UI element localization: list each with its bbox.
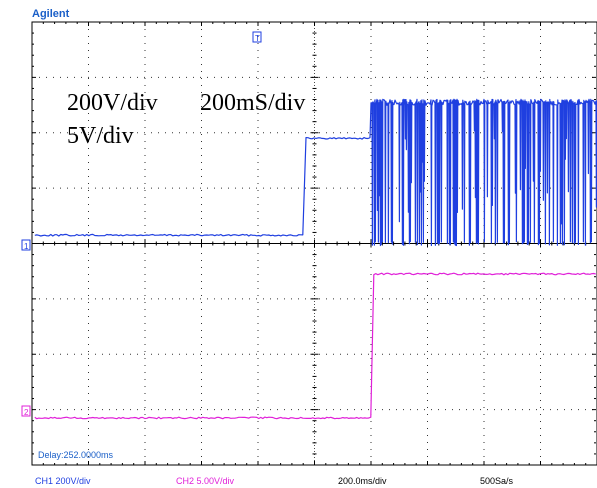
brand-label: Agilent xyxy=(32,8,70,20)
ch1-trace xyxy=(34,98,597,247)
ch2-marker-label: 2 xyxy=(24,408,29,417)
graticule xyxy=(31,21,597,466)
ch1-ground-marker xyxy=(21,239,31,251)
ch1-marker-label: 1 xyxy=(24,242,29,251)
ch1-status: CH1 200V/div xyxy=(35,476,91,486)
trigger-marker-label: T xyxy=(255,34,260,43)
timebase-annotation: 200mS/div xyxy=(200,90,305,116)
delay-readout: Delay:252.0000ms xyxy=(38,450,114,460)
ch1-scale-annotation: 200V/div xyxy=(67,90,158,116)
sample-rate-status: 500Sa/s xyxy=(480,476,514,486)
scale-annotations: 200V/div 200mS/div 5V/div xyxy=(67,90,305,149)
timebase-status: 200.0ms/div xyxy=(338,476,387,486)
ch2-trace xyxy=(34,272,596,420)
status-bar: CH1 200V/div CH2 5.00V/div 200.0ms/div 5… xyxy=(35,476,514,486)
channel-markers: T 1 2 xyxy=(21,31,262,417)
waveform-traces xyxy=(34,98,597,420)
trigger-marker xyxy=(252,31,262,43)
ch2-status: CH2 5.00V/div xyxy=(176,476,235,486)
ch2-scale-annotation: 5V/div xyxy=(67,123,134,149)
ch2-ground-marker xyxy=(21,405,31,417)
